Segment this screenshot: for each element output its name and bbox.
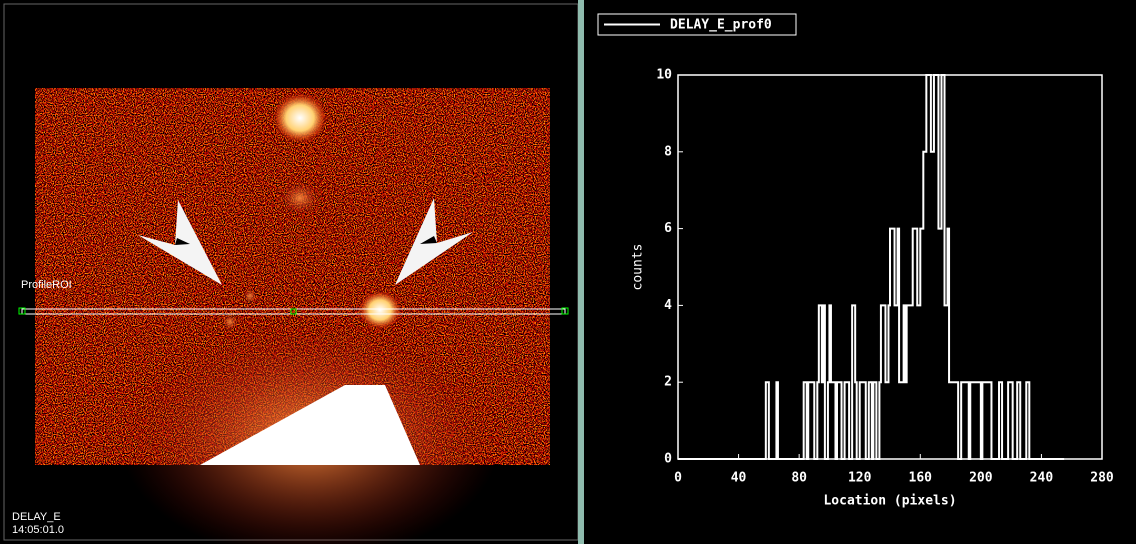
hotspot [358,290,402,330]
x-tick-label: 40 [731,471,747,486]
x-tick-label: 240 [1030,471,1054,486]
series-label: DELAY_E [12,511,61,523]
screen: ProfileROI DELAY_E 14:05:01.0 0408012016… [0,0,1136,544]
hotspot [272,92,328,144]
y-tick-label: 6 [664,221,672,236]
x-tick-label: 280 [1090,471,1114,486]
x-tick-label: 160 [909,471,933,486]
divider [578,0,584,544]
x-tick-label: 120 [848,471,872,486]
x-axis-label: Location (pixels) [823,494,956,509]
hotspot [278,180,322,216]
timestamp: 14:05:01.0 [12,524,64,536]
x-tick-label: 0 [674,471,682,486]
page: {"image_panel": {"roi_label": "ProfileRO… [0,0,1136,544]
y-tick-label: 0 [664,452,672,467]
hotspot [221,313,239,331]
legend-label: DELAY_E_prof0 [670,18,772,33]
y-tick-label: 4 [664,298,672,313]
y-tick-label: 2 [664,375,672,390]
y-tick-label: 8 [664,144,672,159]
y-axis-label: counts [631,244,646,291]
y-tick-label: 10 [656,68,672,83]
x-tick-label: 200 [969,471,993,486]
x-tick-label: 80 [791,471,807,486]
hotspot [242,288,258,304]
roi-label: ProfileROI [21,279,72,291]
